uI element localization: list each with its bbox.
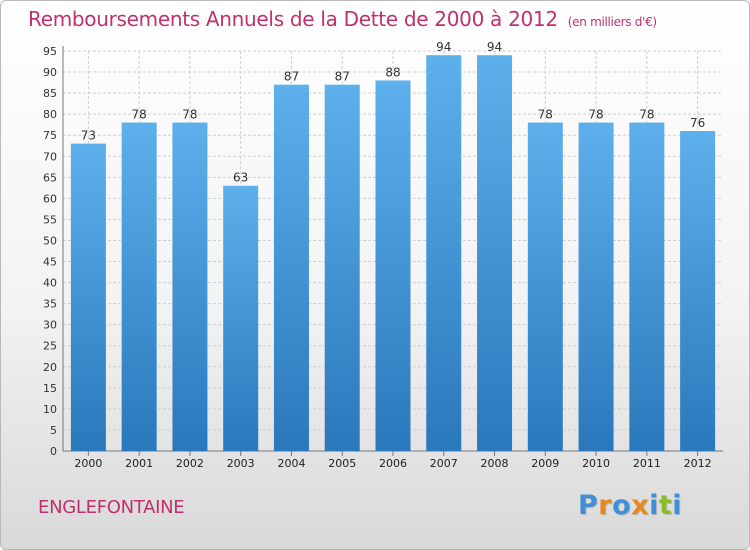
bar bbox=[324, 84, 360, 452]
data-label: 78 bbox=[538, 108, 553, 122]
y-tick-label: 50 bbox=[43, 234, 57, 247]
x-tick-label: 2012 bbox=[684, 457, 712, 470]
y-tick-label: 40 bbox=[43, 277, 57, 290]
x-tick-label: 2003 bbox=[227, 457, 255, 470]
logo-letter: o bbox=[612, 490, 632, 521]
x-tick-label: 2006 bbox=[379, 457, 407, 470]
y-tick-label: 55 bbox=[43, 213, 57, 226]
x-tick-label: 2009 bbox=[531, 457, 559, 470]
x-tick-label: 2005 bbox=[328, 457, 356, 470]
y-tick-label: 25 bbox=[43, 340, 57, 353]
x-tick-label: 2007 bbox=[430, 457, 458, 470]
data-label: 87 bbox=[284, 70, 299, 84]
proxiti-logo: Proxiti bbox=[578, 490, 682, 521]
y-tick-label: 90 bbox=[43, 66, 57, 79]
chart-subtitle: (en milliers d'€) bbox=[567, 15, 657, 29]
logo-letter: t bbox=[658, 490, 673, 521]
data-label: 76 bbox=[690, 116, 705, 130]
data-label: 87 bbox=[335, 70, 350, 84]
data-label: 78 bbox=[132, 108, 147, 122]
x-tick-label: 2011 bbox=[633, 457, 661, 470]
y-tick-label: 70 bbox=[43, 150, 57, 163]
y-tick-label: 10 bbox=[43, 403, 57, 416]
logo-letter: i bbox=[649, 490, 659, 521]
y-tick-label: 30 bbox=[43, 319, 57, 332]
bar bbox=[273, 84, 309, 452]
data-label: 78 bbox=[639, 108, 654, 122]
bar bbox=[223, 185, 259, 451]
bar bbox=[680, 131, 716, 451]
bar bbox=[121, 122, 157, 451]
chart-title: Remboursements Annuels de la Dette de 20… bbox=[28, 7, 657, 31]
x-tick-label: 2008 bbox=[481, 457, 509, 470]
bar bbox=[375, 80, 411, 451]
x-tick-label: 2004 bbox=[277, 457, 305, 470]
y-tick-label: 35 bbox=[43, 298, 57, 311]
bars bbox=[70, 55, 716, 452]
data-label: 63 bbox=[233, 171, 248, 185]
data-label: 94 bbox=[487, 40, 502, 54]
y-tick-label: 45 bbox=[43, 256, 57, 269]
bar bbox=[477, 55, 513, 452]
logo-letter: P bbox=[578, 490, 599, 521]
y-tick-label: 65 bbox=[43, 171, 57, 184]
logo-letter: x bbox=[631, 490, 650, 521]
x-tick-label: 2010 bbox=[582, 457, 610, 470]
bar bbox=[629, 122, 665, 451]
chart-title-text: Remboursements Annuels de la Dette de 20… bbox=[28, 7, 558, 31]
y-tick-label: 60 bbox=[43, 192, 57, 205]
y-tick-label: 15 bbox=[43, 382, 57, 395]
y-tick-label: 0 bbox=[50, 445, 57, 458]
logo-letter: i bbox=[672, 490, 683, 521]
data-label: 88 bbox=[385, 65, 400, 79]
data-label: 73 bbox=[81, 129, 96, 143]
y-tick-label: 5 bbox=[50, 424, 57, 437]
data-label: 94 bbox=[436, 40, 451, 54]
commune-name: ENGLEFONTAINE bbox=[38, 497, 185, 518]
logo-letter: r bbox=[598, 490, 613, 521]
y-tick-label: 95 bbox=[43, 45, 57, 58]
bar bbox=[172, 122, 208, 451]
data-labels: 73 78 78 63 87 87 88 94 94 78 78 78 76 bbox=[81, 40, 706, 185]
data-label: 78 bbox=[182, 108, 197, 122]
bar bbox=[70, 143, 106, 451]
y-tick-label: 85 bbox=[43, 87, 57, 100]
x-tick-label: 2002 bbox=[176, 457, 204, 470]
bar bbox=[527, 122, 563, 451]
y-tick-label: 75 bbox=[43, 129, 57, 142]
bar bbox=[578, 122, 614, 451]
bar bbox=[426, 55, 462, 452]
y-tick-label: 80 bbox=[43, 108, 57, 121]
y-tick-label: 20 bbox=[43, 361, 57, 374]
data-label: 78 bbox=[588, 108, 603, 122]
x-tick-label: 2001 bbox=[125, 457, 153, 470]
x-tick-label: 2000 bbox=[74, 457, 102, 470]
